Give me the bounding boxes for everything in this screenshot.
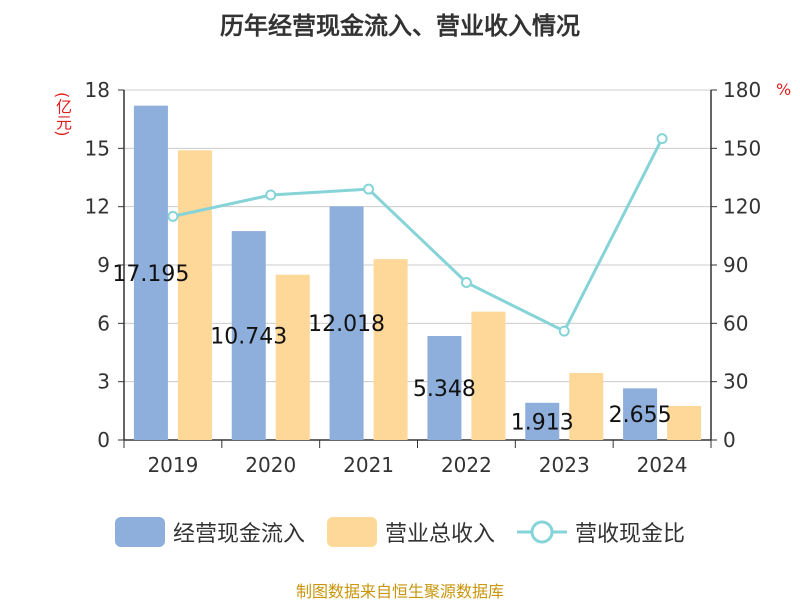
legend-label-cash-inflow: 经营现金流入 bbox=[172, 522, 305, 547]
legend-item-cash-inflow[interactable]: 经营现金流入 bbox=[114, 516, 305, 548]
chart-title: 历年经营现金流入、营业收入情况 bbox=[220, 12, 580, 40]
legend-item-ratio[interactable]: 营收现金比 bbox=[517, 516, 685, 548]
x-tick-label: 2021 bbox=[343, 453, 394, 477]
line-point-ratio bbox=[656, 133, 668, 145]
bar-revenue bbox=[471, 311, 506, 440]
right-tick-label: 90 bbox=[723, 253, 748, 277]
x-tick-label: 2022 bbox=[441, 453, 492, 477]
bar-data-label: 17.195 bbox=[112, 262, 189, 287]
bar-data-label: 1.913 bbox=[511, 410, 574, 435]
line-point-ratio bbox=[363, 183, 375, 195]
bar-revenue bbox=[569, 372, 604, 440]
bar-revenue bbox=[667, 405, 702, 440]
legend-item-revenue[interactable]: 营业总收入 bbox=[326, 516, 495, 548]
bar-data-label: 12.018 bbox=[308, 312, 385, 337]
x-tick-label: 2019 bbox=[147, 453, 198, 477]
left-axis-unit: (亿元) bbox=[53, 92, 72, 137]
bar-revenue bbox=[177, 150, 212, 440]
bar-data-label: 2.655 bbox=[609, 403, 672, 428]
legend-label-ratio: 营收现金比 bbox=[575, 522, 686, 547]
legend-swatch-ratio bbox=[517, 520, 567, 544]
legend-label-revenue: 营业总收入 bbox=[384, 522, 495, 547]
right-tick-label: 30 bbox=[723, 370, 748, 394]
right-tick-label: 60 bbox=[723, 311, 748, 335]
legend-swatch-cash-inflow bbox=[114, 517, 165, 547]
left-tick-label: 3 bbox=[97, 370, 110, 394]
bar-revenue bbox=[373, 259, 408, 440]
bar-revenue bbox=[275, 274, 310, 440]
x-tick-label: 2024 bbox=[637, 453, 688, 477]
bar-cash-inflow bbox=[329, 206, 364, 440]
right-tick-label: 0 bbox=[723, 428, 736, 452]
bar-cash-inflow bbox=[231, 231, 266, 440]
bar-cash-inflow bbox=[427, 336, 462, 440]
line-point-ratio bbox=[558, 325, 570, 337]
right-tick-label: 180 bbox=[723, 78, 761, 102]
legend: 经营现金流入 营业总收入 营收现金比 bbox=[0, 516, 800, 548]
line-ratio bbox=[172, 137, 664, 334]
bar-cash-inflow bbox=[133, 105, 168, 441]
bar-data-label: 5.348 bbox=[413, 377, 476, 402]
left-tick-label: 9 bbox=[97, 253, 110, 277]
right-axis-unit: % bbox=[776, 80, 792, 99]
legend-swatch-revenue bbox=[326, 517, 377, 547]
bar-data-label: 10.743 bbox=[210, 325, 287, 350]
right-tick-label: 150 bbox=[723, 136, 761, 160]
left-tick-label: 12 bbox=[85, 195, 110, 219]
line-point-ratio bbox=[167, 210, 179, 222]
x-tick-label: 2020 bbox=[245, 453, 296, 477]
left-tick-label: 18 bbox=[85, 78, 110, 102]
left-tick-label: 6 bbox=[97, 311, 110, 335]
right-tick-label: 120 bbox=[723, 195, 761, 219]
line-point-ratio bbox=[460, 277, 472, 288]
bar-cash-inflow bbox=[623, 388, 658, 440]
bar-cash-inflow bbox=[525, 402, 560, 440]
left-tick-label: 15 bbox=[85, 136, 110, 160]
line-point-ratio bbox=[265, 189, 277, 201]
left-tick-label: 0 bbox=[97, 428, 110, 452]
x-tick-label: 2023 bbox=[539, 453, 590, 477]
data-source-note: 制图数据来自恒生聚源数据库 bbox=[295, 582, 504, 601]
